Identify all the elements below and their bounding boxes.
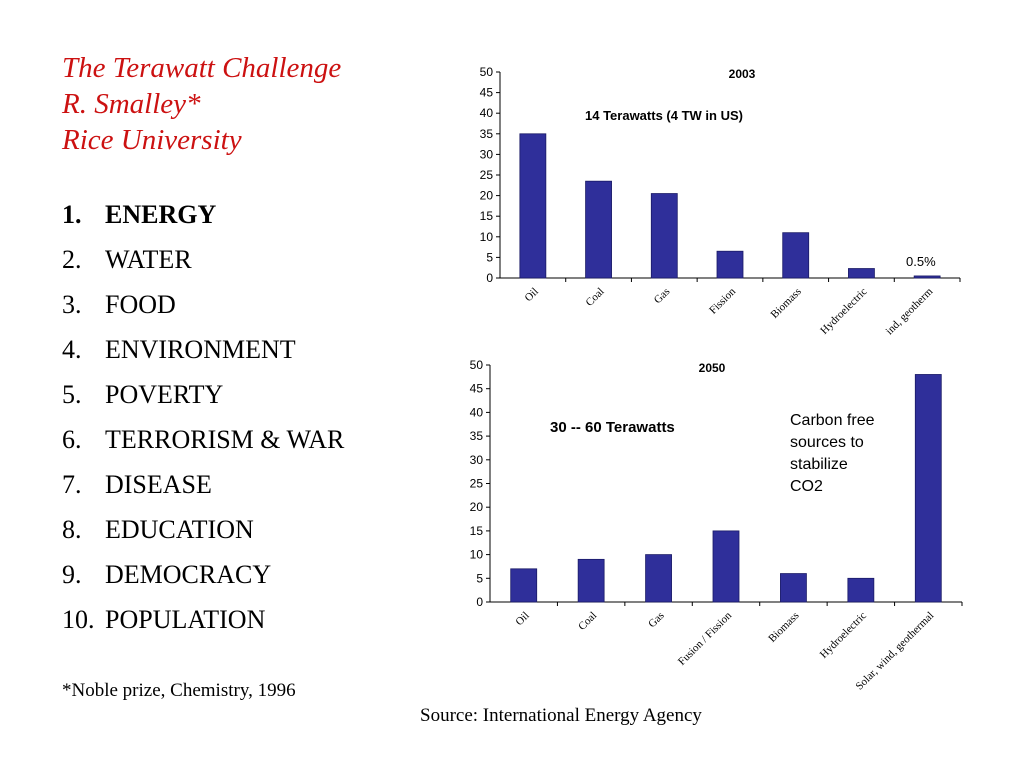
footnote: *Noble prize, Chemistry, 1996: [62, 680, 296, 701]
y-tick-label: 0: [476, 595, 483, 609]
source-note: Source: International Energy Agency: [420, 705, 702, 726]
x-tick-label: Gas: [646, 610, 667, 631]
chart-2050: 0 5 10 15 20 25 30 35 40 45 50 Oil Coal Gas Fusion / F…: [470, 358, 963, 690]
x-tick-label: Gas: [652, 286, 673, 307]
list-item: 5. POVERTY: [62, 380, 224, 409]
y-tick-label: 30: [480, 147, 494, 161]
x-tick-label: ind, geotherm: [884, 285, 936, 337]
x-tick-label: Coal: [584, 286, 607, 309]
y-tick-label: 15: [470, 524, 484, 538]
annotation-line: Carbon free: [790, 412, 875, 429]
x-tick-label: Solar, wind, geothermal: [853, 610, 936, 690]
x-tick-label: Coal: [576, 610, 599, 633]
x-tick-label: Oil: [513, 610, 531, 628]
y-tick-label: 10: [470, 548, 484, 562]
x-tick-label: Biomass: [769, 286, 804, 321]
annotation-label: 0.5%: [906, 254, 936, 269]
bar: [782, 232, 810, 279]
x-tick-label: Biomass: [766, 610, 801, 645]
y-tick-label: 40: [480, 106, 494, 120]
y-tick-label: 35: [480, 127, 494, 141]
y-tick-label: 20: [480, 189, 494, 203]
slide-title: The Terawatt Challenge R. Smalley* Rice …: [62, 50, 341, 158]
x-tick-label: Fission: [707, 285, 738, 316]
bar: [848, 268, 875, 279]
annotation-label: Carbon free sources to stabilize CO2: [790, 412, 875, 495]
chart-title: 2050: [699, 361, 726, 375]
y-tick-label: 45: [470, 382, 484, 396]
y-tick-label: 10: [480, 230, 494, 244]
affiliation-line: Rice University: [62, 124, 242, 156]
y-tick-label: 50: [470, 358, 484, 372]
x-tick-label: Fusion / Fission: [676, 609, 735, 668]
bar: [577, 558, 605, 603]
y-tick-label: 40: [470, 405, 484, 419]
list-item: 9. DEMOCRACY: [62, 560, 272, 589]
y-tick-label: 5: [476, 571, 483, 585]
y-tick-label: 20: [470, 500, 484, 514]
x-tick-label: Hydroelectric: [818, 610, 869, 661]
bar: [585, 180, 612, 279]
chart-2003: 0 5 10 15 20 25 30 35 40 45 50 Oil Coal Gas Fission Bio…: [480, 65, 961, 337]
annotation-line: sources to: [790, 434, 864, 451]
bar: [645, 554, 672, 603]
list-item: 7. DISEASE: [62, 470, 212, 499]
bar: [716, 250, 744, 279]
bar: [780, 573, 807, 603]
y-tick-label: 5: [486, 250, 493, 264]
author-line: R. Smalley*: [62, 88, 201, 120]
list-item: 4. ENVIRONMENT: [62, 335, 296, 364]
y-tick-label: 50: [480, 65, 494, 79]
list-item: 3. FOOD: [62, 290, 176, 319]
y-tick-label: 35: [470, 429, 484, 443]
y-tick-label: 45: [480, 86, 494, 100]
title-line: The Terawatt Challenge: [62, 52, 342, 84]
chart-title: 2003: [729, 67, 756, 81]
x-tick-label: Hydroelectric: [818, 286, 869, 337]
annotation-line: CO2: [790, 478, 823, 495]
chart-subtitle: 14 Terawatts (4 TW in US): [585, 108, 743, 123]
list-item: 10. POPULATION: [62, 605, 266, 634]
challenge-list: 1. ENERGY 2. WATER 3. FOOD 4. ENVIRONMENT 5.…: [62, 197, 344, 647]
bar: [914, 374, 942, 603]
y-tick-label: 25: [480, 168, 494, 182]
chart-subtitle: 30 -- 60 Terawatts: [550, 419, 675, 436]
bar: [913, 275, 941, 279]
bar: [650, 193, 678, 279]
bar: [712, 530, 740, 603]
list-item: 6. TERRORISM & WAR: [62, 425, 345, 454]
y-tick-label: 30: [470, 453, 484, 467]
bar: [519, 133, 547, 279]
list-item: 2. WATER: [62, 245, 192, 274]
x-tick-label: Oil: [523, 286, 541, 304]
y-tick-label: 0: [486, 271, 493, 285]
list-item: 1. ENERGY: [62, 200, 217, 229]
list-item: 8. EDUCATION: [62, 515, 254, 544]
y-tick-label: 15: [480, 209, 494, 223]
annotation-line: stabilize: [790, 456, 848, 473]
y-tick-label: 25: [470, 477, 484, 491]
bar: [847, 577, 875, 603]
bar: [510, 568, 538, 603]
